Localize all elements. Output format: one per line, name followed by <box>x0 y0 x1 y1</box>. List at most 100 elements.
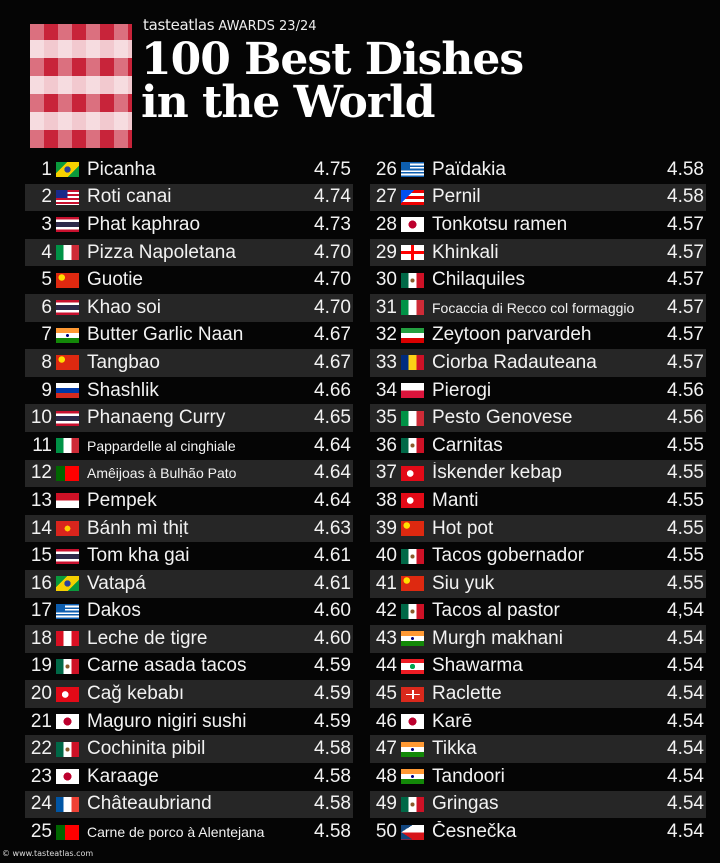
dish-row: 49 Gringas 4.54 <box>370 790 706 819</box>
dish-name: Tandoori <box>432 765 505 787</box>
dish-row: 46 Karē 4.54 <box>370 708 706 736</box>
watermark: © www.tasteatlas.com <box>2 849 94 858</box>
rank: 39 <box>375 517 397 539</box>
dish-row: 20 Cağ kebabı 4.59 <box>25 680 353 708</box>
rating: 4.55 <box>667 545 704 567</box>
rank: 4 <box>41 241 52 263</box>
dish-name: Païdakia <box>432 158 506 180</box>
rating: 4.58 <box>314 738 351 760</box>
dish-row: 17 Dakos 4.60 <box>25 598 353 626</box>
rating: 4.66 <box>314 379 351 401</box>
title-line-2: in the World <box>141 77 436 128</box>
rank: 2 <box>41 186 52 208</box>
dish-name: Karaage <box>87 765 159 787</box>
rating: 4.64 <box>314 489 351 511</box>
dish-row: 24 Châteaubriand 4.58 <box>25 790 353 819</box>
flag-id-icon <box>56 493 79 509</box>
rating: 4.61 <box>314 545 351 567</box>
rating: 4.57 <box>667 324 704 346</box>
dish-name: Tom kha gai <box>87 545 190 567</box>
rating: 4.55 <box>667 434 704 456</box>
dish-name: Manti <box>432 489 479 511</box>
dish-row: 14 Bánh mì thịt 4.63 <box>25 514 353 543</box>
dish-name: Butter Garlic Naan <box>87 324 244 346</box>
rating: 4.59 <box>314 710 351 732</box>
dish-name: Focaccia di Recco col formaggio <box>432 299 635 316</box>
flag-mx-icon <box>56 658 79 674</box>
rank: 43 <box>375 627 397 649</box>
dish-name: Châteaubriand <box>87 793 212 815</box>
flag-mx-icon <box>401 796 424 812</box>
rating: 4.54 <box>667 765 704 787</box>
flag-tr-icon <box>401 493 424 509</box>
rating: 4.57 <box>667 213 704 235</box>
dish-name: Carne de porco à Alentejana <box>87 824 265 841</box>
dish-row: 38 Manti 4.55 <box>370 487 706 515</box>
rank: 36 <box>375 434 397 456</box>
dish-row: 7 Butter Garlic Naan 4.67 <box>25 322 353 350</box>
flag-tr-icon <box>401 465 424 481</box>
rating: 4.54 <box>667 710 704 732</box>
dish-row: 27 Pernil 4.58 <box>370 183 706 212</box>
flag-ru-icon <box>56 383 79 399</box>
flag-mx-icon <box>401 548 424 564</box>
dish-name: Dakos <box>87 600 141 622</box>
dish-row: 8 Tangbao 4.67 <box>25 349 353 377</box>
flag-vn-icon <box>56 521 79 537</box>
flag-ge-icon <box>401 245 424 261</box>
award-label: AWARDS 23/24 <box>218 19 317 34</box>
dish-row: 40 Tacos gobernador 4.55 <box>370 542 706 570</box>
flag-br-icon <box>56 576 79 592</box>
rank: 33 <box>375 351 397 373</box>
flag-th-icon <box>56 410 79 426</box>
rating: 4.55 <box>667 572 704 594</box>
flag-mx-icon <box>401 603 424 619</box>
dish-row: 26 Païdakia 4.58 <box>370 156 706 184</box>
flag-gr-icon <box>401 162 424 178</box>
dish-row: 32 Zeytoon parvardeh 4.57 <box>370 322 706 350</box>
rating: 4.60 <box>314 600 351 622</box>
rank: 1 <box>41 158 52 180</box>
flag-br-icon <box>56 162 79 178</box>
flag-th-icon <box>56 300 79 316</box>
dish-name: Tacos gobernador <box>432 545 585 567</box>
flag-pe-icon <box>56 631 79 647</box>
dish-row: 15 Tom kha gai 4.61 <box>25 542 353 570</box>
dish-row: 25 Carne de porco à Alentejana 4.58 <box>25 818 353 846</box>
flag-gr-icon <box>56 603 79 619</box>
flag-it-icon <box>56 245 79 261</box>
flag-in-icon <box>401 741 424 757</box>
dish-name: Murgh makhani <box>432 627 563 649</box>
dish-name: Shawarma <box>432 655 523 677</box>
flag-jp-icon <box>56 769 79 785</box>
rank: 24 <box>30 793 52 815</box>
flag-pl-icon <box>401 383 424 399</box>
rank: 13 <box>30 489 52 511</box>
dish-row: 1 Picanha 4.75 <box>25 156 353 184</box>
rating: 4.55 <box>667 462 704 484</box>
rank: 14 <box>30 517 52 539</box>
dish-name: Khao soi <box>87 296 161 318</box>
dish-name: Cochinita pibil <box>87 738 206 760</box>
rank: 26 <box>375 158 397 180</box>
rating: 4.70 <box>314 269 351 291</box>
flag-jp-icon <box>56 714 79 730</box>
rating: 4,54 <box>667 600 704 622</box>
dish-row: 4 Pizza Napoletana 4.70 <box>25 238 353 267</box>
flag-th-icon <box>56 217 79 233</box>
dish-name: Pappardelle al cinghiale <box>87 437 236 454</box>
rating: 4.59 <box>314 655 351 677</box>
dish-name: Gringas <box>432 793 499 815</box>
dish-name: Bánh mì thịt <box>87 517 189 539</box>
flag-tr-icon <box>56 686 79 702</box>
rating: 4.58 <box>314 765 351 787</box>
dish-row: 35 Pesto Genovese 4.56 <box>370 404 706 432</box>
dish-row: 30 Chilaquiles 4.57 <box>370 266 706 294</box>
flag-in-icon <box>401 631 424 647</box>
page-title: 100 Best Dishes in the World <box>141 38 524 128</box>
dish-row: 11 Pappardelle al cinghiale 4.64 <box>25 432 353 460</box>
rank: 30 <box>375 269 397 291</box>
tablecloth-logo <box>30 24 132 148</box>
flag-mx-icon <box>56 741 79 757</box>
dish-name: Cağ kebabı <box>87 683 185 705</box>
